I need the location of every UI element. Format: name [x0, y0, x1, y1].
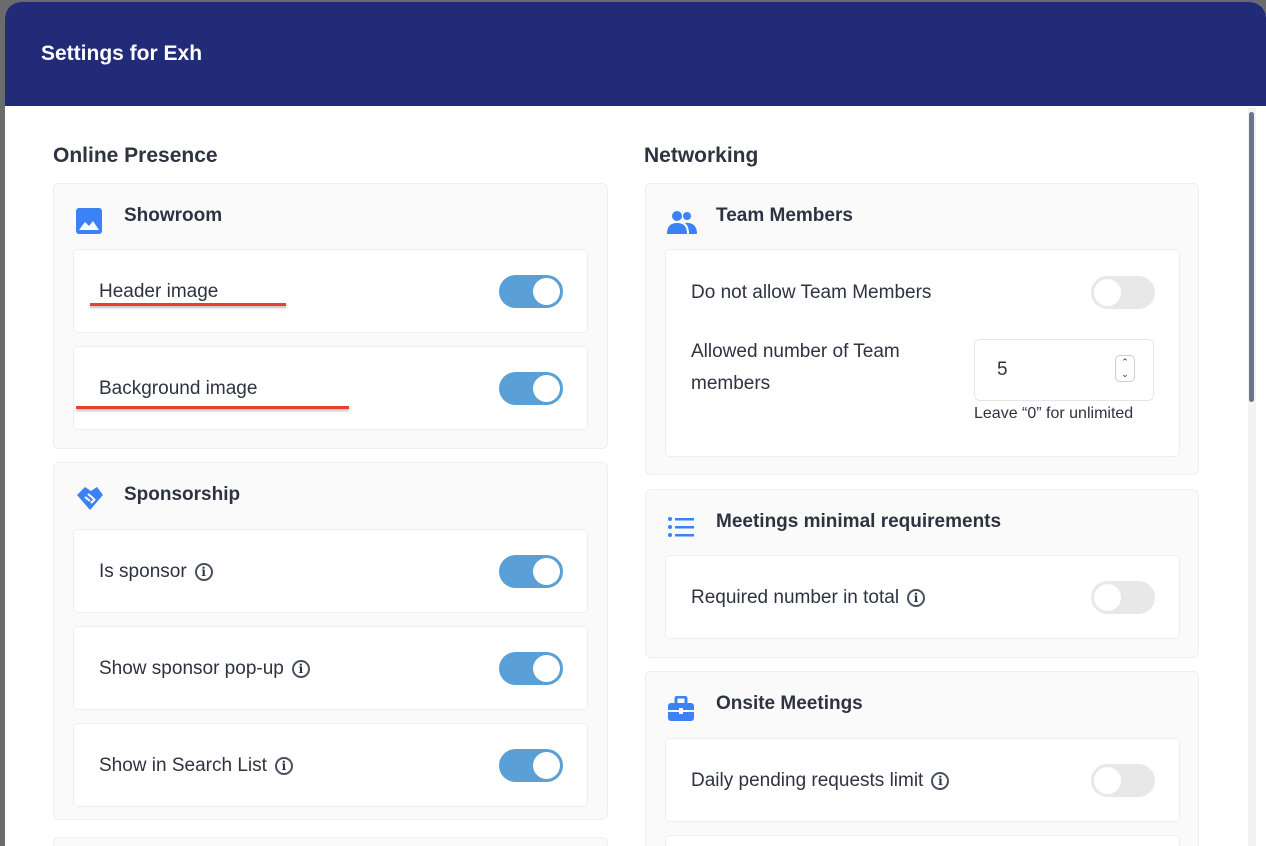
setting-label: Required number in total: [691, 587, 900, 608]
is-sponsor-toggle[interactable]: [499, 555, 563, 588]
required-number-toggle[interactable]: [1091, 581, 1155, 614]
onsite-meetings-card: Onsite Meetings Daily pending requests l…: [645, 671, 1199, 846]
hint-text: Leave “0” for unlimited: [974, 405, 1134, 422]
do-not-allow-team-members-toggle[interactable]: [1091, 276, 1155, 309]
setting-show-sponsor-popup: Show sponsor pop-up i: [73, 626, 588, 710]
team-members-settings: Do not allow Team Members Allowed number…: [665, 249, 1180, 457]
showroom-title: Showroom: [124, 205, 223, 226]
scrollbar[interactable]: [1248, 108, 1256, 846]
setting-label: Show sponsor pop-up: [99, 658, 284, 679]
setting-label-row: Show in Search List i: [99, 755, 293, 777]
setting-label-row: Required number in total i: [691, 587, 926, 609]
section-title-online-presence: Online Presence: [53, 144, 218, 167]
do-not-allow-label: Do not allow Team Members: [691, 282, 932, 303]
show-in-search-list-toggle[interactable]: [499, 749, 563, 782]
showroom-card: Showroom Header image Background image: [53, 183, 608, 449]
onsite-meetings-title: Onsite Meetings: [716, 693, 863, 714]
users-icon: [667, 211, 697, 234]
annotation-underline: [90, 303, 286, 306]
allowed-number-input[interactable]: 5 ⌃ ⌄: [974, 339, 1154, 401]
setting-label: Header image: [99, 281, 219, 302]
meetings-requirements-card: Meetings minimal requirements Required n…: [645, 489, 1199, 658]
briefcase-icon: [668, 696, 694, 721]
handshake-icon: [77, 487, 103, 510]
setting-label-row: Daily pending requests limit i: [691, 770, 950, 792]
setting-required-number: Required number in total i: [665, 555, 1180, 639]
setting-label: Is sponsor: [99, 561, 187, 582]
input-value: 5: [997, 359, 1008, 380]
setting-label: Daily pending requests limit: [691, 770, 924, 791]
number-spinner[interactable]: ⌃ ⌄: [1115, 355, 1135, 382]
section-title-networking: Networking: [644, 144, 759, 167]
setting-label: Background image: [99, 378, 258, 399]
next-setting-item: [665, 835, 1180, 846]
info-icon[interactable]: i: [931, 772, 950, 790]
show-sponsor-popup-toggle[interactable]: [499, 652, 563, 685]
setting-daily-pending-limit: Daily pending requests limit i: [665, 738, 1180, 822]
info-icon[interactable]: i: [907, 589, 926, 607]
modal-header: Settings for Exh: [5, 2, 1266, 106]
settings-modal: Settings for Exh Online Presence Showroo…: [5, 2, 1266, 846]
info-icon[interactable]: i: [194, 563, 213, 581]
background-image-toggle[interactable]: [499, 372, 563, 405]
setting-label-row: Is sponsor i: [99, 561, 213, 583]
setting-header-image: Header image: [73, 249, 588, 333]
sponsorship-card: Sponsorship Is sponsor i Show sponsor pop…: [53, 462, 608, 820]
allowed-number-label: Allowed number of Team members: [691, 341, 900, 394]
info-icon[interactable]: i: [291, 660, 310, 678]
annotation-underline: [76, 406, 349, 409]
header-image-toggle[interactable]: [499, 275, 563, 308]
setting-show-in-search-list: Show in Search List i: [73, 723, 588, 807]
image-icon: [76, 208, 102, 234]
list-icon: [668, 517, 694, 537]
team-members-title: Team Members: [716, 205, 853, 226]
setting-label-row: Show sponsor pop-up i: [99, 658, 310, 680]
meetings-requirements-title: Meetings minimal requirements: [716, 511, 1002, 532]
sponsorship-title: Sponsorship: [124, 484, 241, 505]
modal-title: Settings for Exh: [41, 42, 203, 65]
scrollbar-thumb[interactable]: [1249, 112, 1254, 402]
setting-label: Show in Search List: [99, 755, 267, 776]
team-members-card: Team Members Do not allow Team Members A…: [645, 183, 1199, 475]
setting-is-sponsor: Is sponsor i: [73, 529, 588, 613]
info-icon[interactable]: i: [274, 757, 293, 775]
next-card: [53, 837, 608, 846]
daily-pending-limit-toggle[interactable]: [1091, 764, 1155, 797]
setting-background-image: Background image: [73, 346, 588, 430]
